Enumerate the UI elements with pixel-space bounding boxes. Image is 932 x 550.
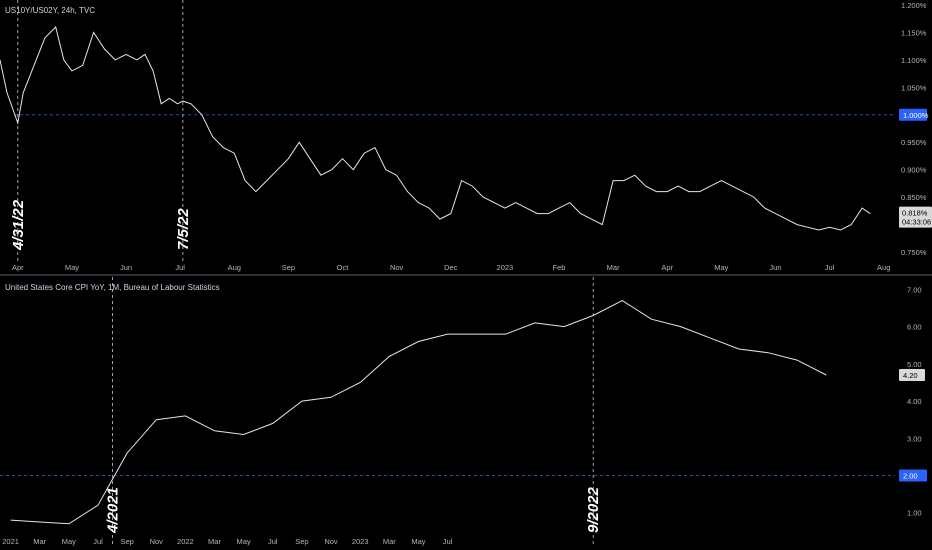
x-tick-oct-6: Oct — [337, 263, 350, 272]
annotation-label-4-2021: 4/2021 — [105, 487, 122, 534]
x-tick-jun-14: Jun — [769, 263, 781, 272]
x-tick-may-2: May — [62, 537, 76, 546]
yield-ratio-reference-badge-label: 1.000% — [903, 111, 929, 120]
x-tick-jun-2: Jun — [120, 263, 132, 272]
y-tick-1-050: 1.050% — [901, 83, 927, 92]
y-tick-1-00: 1.00 — [907, 509, 922, 518]
yield-ratio-x-axis: Apr May Jun Jul Aug Sep Oct Nov Dec 2023 Feb Mar Apr… — [12, 263, 890, 272]
x-tick-may-14: May — [411, 537, 425, 546]
y-tick-0-900: 0.900% — [901, 166, 927, 175]
core-cpi-x-axis: 2021 Mar May Jul Sep Nov 2022 Mar May Jul Sep Nov 20… — [2, 537, 452, 546]
annotation-label-4-31-22: 4/31/22 — [10, 199, 27, 251]
x-tick-nov-7: Nov — [390, 263, 404, 272]
x-tick-jul-15: Jul — [825, 263, 835, 272]
yield-ratio-series-line — [0, 26, 871, 231]
x-tick-jul-3: Jul — [93, 537, 103, 546]
y-tick-1-100: 1.100% — [901, 56, 927, 65]
x-tick-sep-4: Sep — [120, 537, 133, 546]
y-tick-7-00: 7.00 — [907, 285, 922, 294]
x-tick-may-1: May — [65, 263, 79, 272]
core-cpi-last-value-badge: 4.20 — [899, 369, 925, 382]
x-tick-jul-9: Jul — [268, 537, 278, 546]
y-tick-1-150: 1.150% — [901, 28, 927, 37]
x-tick-jul-15: Jul — [443, 537, 453, 546]
core-cpi-reference-badge-bg — [899, 469, 927, 482]
x-tick-2021-0: 2021 — [2, 537, 19, 546]
yield-ratio-reference-badge: 1.000% — [899, 108, 929, 121]
x-tick-aug-4: Aug — [228, 263, 241, 272]
yield-ratio-reference-badge-bg — [899, 108, 927, 121]
x-tick-mar-7: Mar — [208, 537, 221, 546]
core-cpi-series-line — [10, 300, 827, 525]
y-tick-5-00: 5.00 — [907, 360, 922, 369]
x-tick-nov-5: Nov — [150, 537, 164, 546]
x-tick-dec-8: Dec — [444, 263, 458, 272]
y-tick-3-00: 3.00 — [907, 434, 922, 443]
x-tick-apr-0: Apr — [12, 263, 24, 272]
yield-ratio-last-value-badge: 0.818% 04:33:06 — [899, 206, 932, 228]
x-tick-sep-10: Sep — [295, 537, 308, 546]
y-tick-0-850: 0.850% — [901, 193, 927, 202]
x-tick-mar-11: Mar — [607, 263, 620, 272]
y-tick-1-200: 1.200% — [901, 1, 927, 10]
yield-ratio-countdown-label: 04:33:06 — [902, 218, 931, 227]
x-tick-jul-3: Jul — [175, 263, 185, 272]
yield-ratio-last-value-label: 0.818% — [902, 209, 928, 218]
x-tick-feb-10: Feb — [553, 263, 566, 272]
annotation-label-7-5-22: 7/5/22 — [175, 208, 192, 250]
x-tick-2023-9: 2023 — [497, 263, 514, 272]
x-tick-aug-16: Aug — [877, 263, 890, 272]
x-tick-2022-6: 2022 — [177, 537, 194, 546]
x-tick-sep-5: Sep — [282, 263, 295, 272]
y-tick-0-750: 0.750% — [901, 248, 927, 257]
core-cpi-title: United States Core CPI YoY, 1M, Bureau o… — [5, 283, 220, 292]
x-tick-may-8: May — [237, 537, 251, 546]
x-tick-mar-1: Mar — [33, 537, 46, 546]
y-tick-6-00: 6.00 — [907, 323, 922, 332]
x-tick-may-13: May — [714, 263, 728, 272]
x-tick-apr-12: Apr — [661, 263, 673, 272]
x-tick-mar-13: Mar — [383, 537, 396, 546]
core-cpi-reference-badge-label: 2.00 — [903, 471, 918, 480]
core-cpi-panel: United States Core CPI YoY, 1M, Bureau o… — [0, 277, 927, 546]
yield-ratio-last-value-badge-bg — [899, 206, 932, 228]
yield-ratio-title: US10Y/US02Y, 24h, TVC — [5, 6, 95, 15]
core-cpi-reference-badge: 2.00 — [899, 469, 927, 482]
y-tick-0-950: 0.950% — [901, 138, 927, 147]
core-cpi-last-value-label: 4.20 — [903, 371, 918, 380]
annotation-label-9-2022: 9/2022 — [585, 486, 602, 533]
x-tick-nov-11: Nov — [324, 537, 338, 546]
yield-ratio-panel: US10Y/US02Y, 24h, TVC 1.200% 1.150% 1.100%… — [0, 0, 932, 272]
x-tick-2023-12: 2023 — [352, 537, 369, 546]
core-cpi-last-value-badge-bg — [899, 369, 925, 382]
y-tick-4-00: 4.00 — [907, 397, 922, 406]
